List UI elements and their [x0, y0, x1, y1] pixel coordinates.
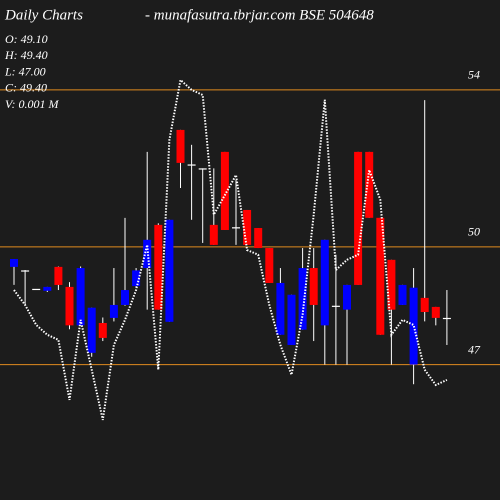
candle-body — [431, 306, 440, 318]
y-tick-label: 47 — [468, 342, 481, 356]
y-tick-label: 50 — [468, 225, 480, 239]
ohlc-annotation: H: 49.40 — [4, 48, 48, 62]
candle-body — [343, 284, 351, 310]
candle-body — [298, 268, 307, 330]
candle-body — [287, 294, 296, 345]
chart-title: Daily Charts — [4, 7, 83, 23]
candle-body — [176, 129, 185, 163]
candle-body — [265, 248, 274, 283]
candle-body — [331, 305, 340, 307]
ohlc-annotation: V: 0.001 M — [5, 97, 60, 111]
candle-body — [309, 268, 318, 305]
candle-body — [154, 224, 163, 310]
ohlc-annotation: L: 47.00 — [4, 64, 46, 78]
candle-body — [43, 286, 52, 291]
candle-body — [398, 284, 407, 305]
candle-body — [98, 322, 107, 338]
candle-body — [165, 219, 174, 322]
candle-body — [354, 151, 363, 285]
ohlc-annotation: C: 49.40 — [5, 81, 47, 95]
candle-body — [54, 266, 63, 285]
candle-body — [109, 304, 118, 318]
candle-body — [243, 209, 252, 245]
chart-subtitle: - munafasutra.tbrjar.com BSE 504648 — [145, 7, 374, 23]
candle-body — [10, 259, 18, 267]
candle-body — [65, 286, 74, 326]
candle-body — [276, 282, 285, 335]
candle-body — [365, 151, 374, 218]
ohlc-annotation: O: 49.10 — [5, 32, 48, 46]
candle-body — [387, 259, 396, 310]
candle-body — [21, 270, 30, 272]
candle-body — [442, 317, 451, 320]
candle-body — [320, 239, 329, 326]
candle-body — [220, 151, 229, 230]
candle-body — [32, 288, 41, 291]
candle-body — [254, 228, 263, 249]
candle-body — [76, 268, 85, 326]
candle-body — [121, 290, 129, 305]
y-tick-label: 54 — [468, 68, 480, 82]
candle-body — [232, 227, 240, 229]
candle-body — [209, 224, 218, 245]
candle-body — [376, 217, 385, 335]
candle-body — [420, 297, 429, 313]
candle-body — [187, 164, 196, 166]
candle-body — [132, 270, 141, 287]
candle-body — [87, 307, 96, 353]
candle-body — [198, 168, 207, 170]
candle-body — [143, 239, 152, 269]
